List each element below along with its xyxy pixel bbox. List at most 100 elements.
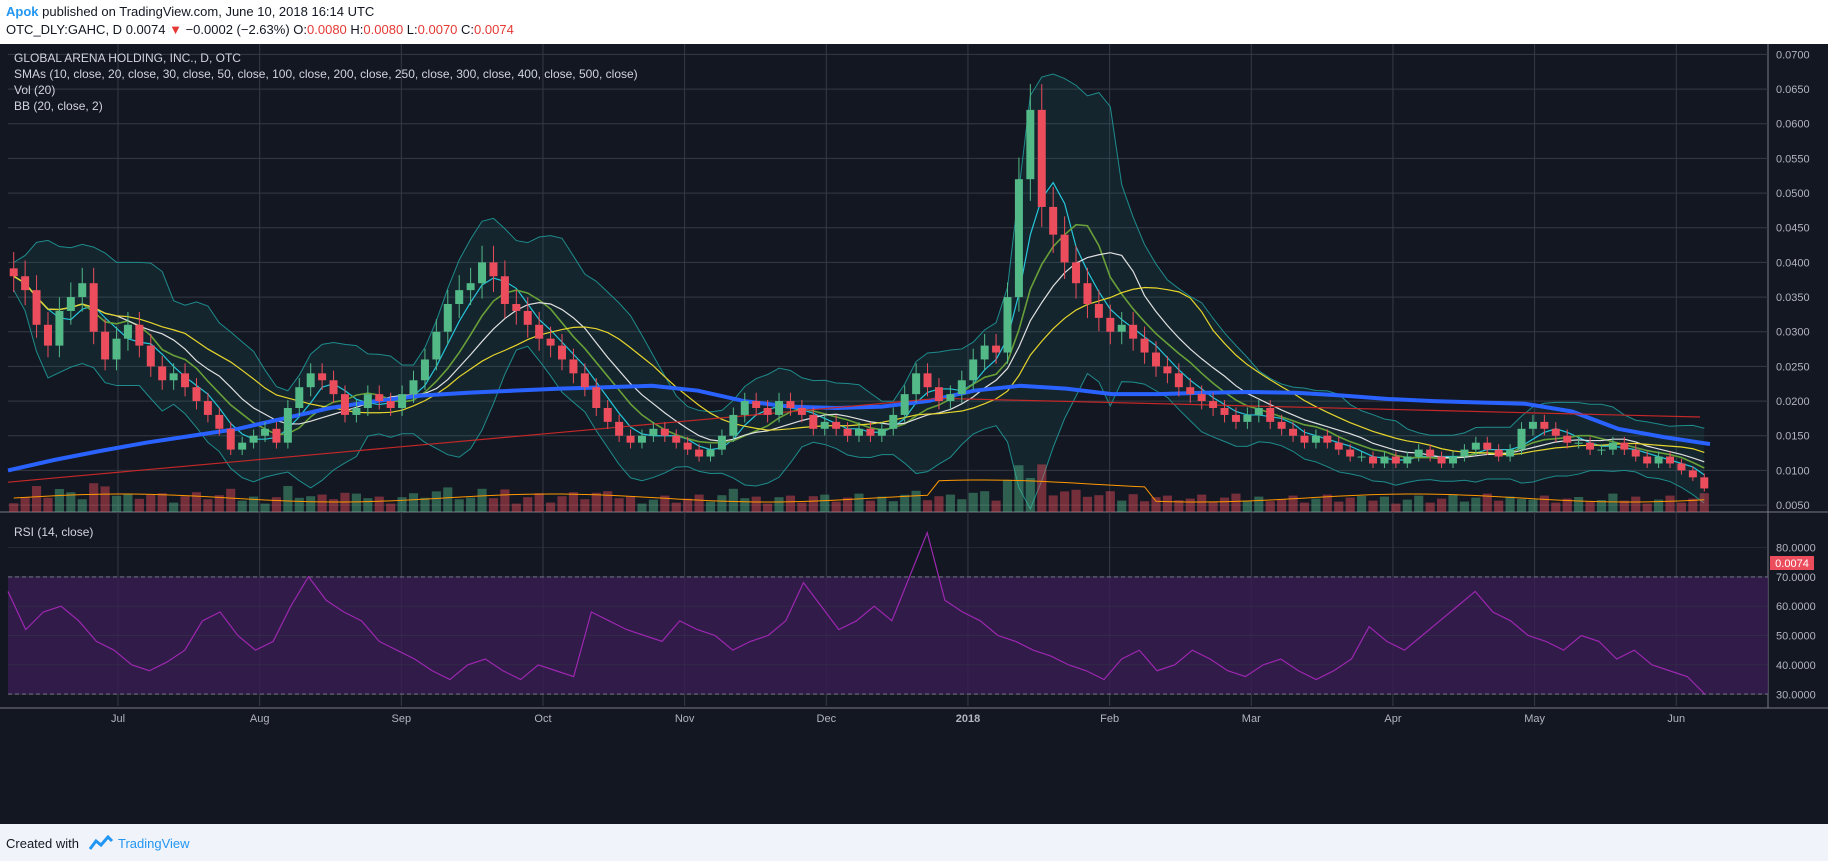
volume-bar [831, 501, 841, 512]
chart-canvas[interactable]: 0.0700 0.0650 0.0600 0.0550 0.0500 0.0450 0.04… [0, 44, 1828, 824]
candle-body [169, 373, 178, 381]
volume-bar [808, 496, 818, 512]
candle-body [295, 387, 304, 408]
time-tick-label: Jun [1667, 713, 1685, 725]
candle-body [226, 428, 235, 450]
volume-bar [934, 496, 944, 512]
candle-body [1540, 421, 1549, 429]
tradingview-logo-icon[interactable] [88, 835, 114, 851]
candle-body [546, 338, 555, 346]
candle-body [1197, 394, 1206, 402]
volume-bar [214, 495, 224, 512]
volume-bar [751, 496, 761, 512]
volume-bar [797, 502, 807, 512]
volume-bar [1002, 479, 1013, 512]
price-tick-label: 0.0450 [1776, 223, 1810, 235]
legend-smas: SMAs (10, close, 20, close, 30, close, 5… [14, 67, 638, 81]
candle-body [1094, 304, 1103, 318]
volume-bar [1140, 501, 1150, 512]
volume-bar [1174, 500, 1184, 512]
tradingview-brand-link[interactable]: TradingView [118, 836, 190, 851]
price-tick-label: 0.0300 [1776, 327, 1810, 339]
price-tick-label: 0.0100 [1776, 465, 1810, 477]
time-axis: Jul Aug Sep Oct Nov Dec 2018 Feb Mar Apr May Jun [0, 710, 1828, 746]
volume-bars [9, 464, 1709, 512]
volume-bar [763, 503, 773, 512]
volume-bar [888, 501, 898, 512]
candle-body [1666, 456, 1675, 464]
volume-bar [694, 494, 704, 512]
candle-body [1551, 428, 1560, 436]
candle-body [1574, 442, 1583, 444]
candle-body [1334, 442, 1343, 450]
volume-bar [1391, 503, 1401, 512]
candle-body [626, 435, 635, 443]
volume-bar [1574, 497, 1584, 512]
candle-body [1391, 456, 1400, 464]
volume-bar [1037, 464, 1047, 512]
candle-body [729, 414, 738, 436]
volume-bar [671, 502, 681, 512]
volume-bar [740, 498, 750, 512]
candle-body [855, 428, 863, 436]
volume-bar [397, 497, 407, 512]
candle-body [398, 394, 407, 408]
price-tick-label: 0.0200 [1776, 396, 1810, 408]
down-arrow-icon: ▼ [169, 22, 182, 37]
volume-bar [1516, 498, 1527, 512]
candle-body [1243, 414, 1252, 422]
low-value: 0.0070 [417, 22, 458, 37]
candle-body [775, 401, 784, 415]
volume-bar [328, 499, 339, 512]
volume-bar [374, 496, 384, 512]
rsi-tick-label: 50.0000 [1776, 631, 1816, 643]
volume-bar [1642, 503, 1652, 512]
volume-bar [260, 503, 270, 512]
volume-bar [911, 490, 921, 512]
time-tick-label: Nov [675, 713, 695, 725]
volume-bar [1117, 500, 1127, 512]
candle-body [466, 283, 475, 291]
price-axis: 0.0700 0.0650 0.0600 0.0550 0.0500 0.0450 0.04… [1776, 49, 1816, 701]
volume-bar [294, 497, 304, 512]
author-link[interactable]: Apok [6, 4, 39, 19]
volume-bar [1299, 502, 1310, 512]
volume-bar [9, 503, 19, 512]
price-tick-label: 0.0250 [1776, 361, 1810, 373]
time-tick-label: Aug [250, 713, 270, 725]
volume-bar [1699, 493, 1709, 512]
candle-body [1506, 449, 1515, 457]
volume-bar [557, 496, 567, 512]
candle-body [386, 401, 395, 408]
volume-bar [488, 498, 499, 512]
volume-bar [54, 489, 64, 512]
candle-body [66, 297, 75, 311]
candle-body [820, 421, 829, 429]
volume-bar [580, 499, 590, 512]
candle-body [695, 449, 704, 457]
volume-bar [420, 497, 430, 512]
candle-body [660, 428, 669, 436]
volume-bar [865, 500, 875, 512]
candle-body [32, 290, 41, 325]
volume-bar [146, 494, 156, 512]
price-tick-label: 0.0650 [1776, 84, 1810, 96]
price-tick-label: 0.0550 [1776, 153, 1810, 165]
candle-body [957, 380, 966, 395]
volume-bar [991, 500, 1001, 512]
candle-body [238, 442, 247, 450]
volume-bar [648, 499, 658, 512]
last-price-badge [1770, 556, 1814, 570]
candle-body [649, 428, 658, 436]
candle-body [1231, 414, 1240, 422]
candle-body [683, 442, 692, 450]
volume-bar [1242, 500, 1252, 512]
volume-bar [191, 492, 202, 512]
candle-body [1037, 109, 1046, 207]
volume-bar [683, 498, 693, 512]
candle-body [1700, 477, 1709, 489]
time-tick-label: Apr [1384, 713, 1401, 725]
time-tick-label: Jul [111, 713, 125, 725]
candle-body [866, 428, 875, 436]
volume-bar [100, 486, 110, 512]
